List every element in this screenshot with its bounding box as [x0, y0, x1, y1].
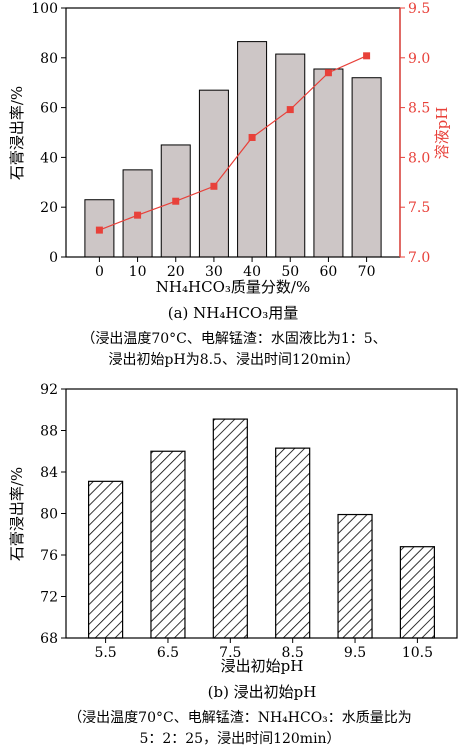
chart-a-right-tick-label: 8.0: [408, 150, 430, 166]
chart-a-ph-line: [99, 55, 367, 231]
chart-a-ph-point: [172, 197, 180, 205]
chart-b-caption-line-2: 5：2：25，浸出时间120min）: [139, 731, 340, 747]
chart-a-ph-point: [134, 211, 142, 219]
chart-a-x-tick-label: 70: [358, 264, 376, 280]
chart-a-y-tick-label: 80: [40, 51, 58, 67]
chart-a-plot-frame: [65, 7, 401, 258]
chart-b-y-tick-label: 84: [40, 465, 58, 481]
chart-a-bar: [275, 53, 306, 258]
chart-b-x-tick-label: 6.5: [157, 645, 179, 661]
chart-a: 0 20 40 60 80 100 7.0 7.5 8.0 8.5 9.0 9.5 0 10 20 30 4…: [8, 1, 451, 368]
chart-b-plot-frame: [65, 388, 458, 639]
chart-b-x-tick-label: 8.5: [282, 645, 304, 661]
chart-a-x-axis-label: NH₄HCO₃质量分数/%: [156, 278, 310, 296]
chart-a-right-axis-label: 溶液pH: [433, 107, 451, 160]
chart-a-bar: [237, 41, 268, 258]
chart-a-right-tick-label: 9.5: [408, 1, 430, 17]
chart-b-caption-line-1: （浸出温度70°C、电解锰渣：NH₄HCO₃：水质量比为: [68, 710, 412, 726]
chart-a-caption-line-1: （浸出温度70°C、电解锰渣：水固液比为1：5、: [81, 331, 386, 347]
chart-a-right-tick-label: 7.0: [408, 250, 430, 266]
chart-b-bar: [212, 418, 248, 639]
chart-b-y-tick-label: 88: [40, 424, 58, 440]
chart-a-ph-point: [95, 226, 103, 234]
chart-a-y-axis-label: 石膏浸出率/%: [8, 86, 26, 180]
chart-a-y-tick-label: 40: [40, 150, 58, 166]
chart-b-x-tick-label: 7.5: [219, 645, 241, 661]
chart-b-x-tick-label: 5.5: [94, 645, 116, 661]
chart-b-bar: [337, 513, 373, 639]
chart-a-x-tick-label: 10: [129, 264, 147, 280]
chart-b-y-tick-label: 68: [40, 631, 58, 647]
chart-a-right-tick-label: 8.5: [408, 101, 430, 117]
chart-a-right-tick-label: 7.5: [408, 200, 430, 216]
chart-a-bar: [351, 77, 382, 258]
chart-a-ph-point: [286, 106, 294, 114]
chart-b-bar: [150, 450, 186, 639]
chart-a-x-tick-label: 30: [205, 264, 223, 280]
chart-a-x-tick-label: 60: [320, 264, 338, 280]
chart-a-ph-point: [248, 133, 256, 141]
chart-b-x-tick-label: 9.5: [344, 645, 366, 661]
chart-b-y-tick-label: 72: [40, 590, 58, 606]
chart-b-y-tick-label: 80: [40, 507, 58, 523]
chart-a-title: (a) NH₄HCO₃用量: [168, 304, 299, 322]
chart-b-bar: [87, 480, 124, 639]
chart-a-y-tick-label: 60: [40, 101, 58, 117]
chart-b-x-axis-label: 浸出初始pH: [221, 657, 304, 675]
chart-a-bar: [313, 68, 344, 258]
chart-a-ph-point: [324, 69, 332, 77]
chart-a-ph-point: [210, 182, 218, 190]
chart-a-x-tick-label: 0: [95, 264, 104, 280]
chart-a-x-tick-label: 50: [281, 264, 299, 280]
chart-b-y-tick-label: 76: [40, 548, 58, 564]
chart-b-y-axis-label: 石膏浸出率/%: [8, 467, 26, 561]
chart-b-bar: [399, 546, 436, 639]
chart-b-bar: [275, 447, 311, 639]
chart-a-x-tick-label: 20: [167, 264, 185, 280]
chart-b-title: (b) 浸出初始pH: [208, 683, 317, 701]
chart-a-y-tick-label: 100: [31, 1, 58, 17]
chart-b-y-tick-label: 92: [40, 382, 58, 398]
chart-b: 68 72 76 80 84 88 92 5.5 6.5 7.5 8.5 9.5 10.5 石膏浸出率…: [8, 382, 458, 747]
chart-a-caption-line-2: 浸出初始pH为8.5、浸出时间120min）: [109, 351, 360, 368]
chart-a-y-tick-label: 0: [49, 250, 58, 266]
chart-a-x-tick-label: 40: [243, 264, 261, 280]
chart-b-x-tick-label: 10.5: [402, 645, 433, 661]
chart-a-ph-point: [363, 52, 371, 60]
chart-a-y-tick-label: 20: [40, 200, 58, 216]
chart-a-right-tick-label: 9.0: [408, 51, 430, 67]
